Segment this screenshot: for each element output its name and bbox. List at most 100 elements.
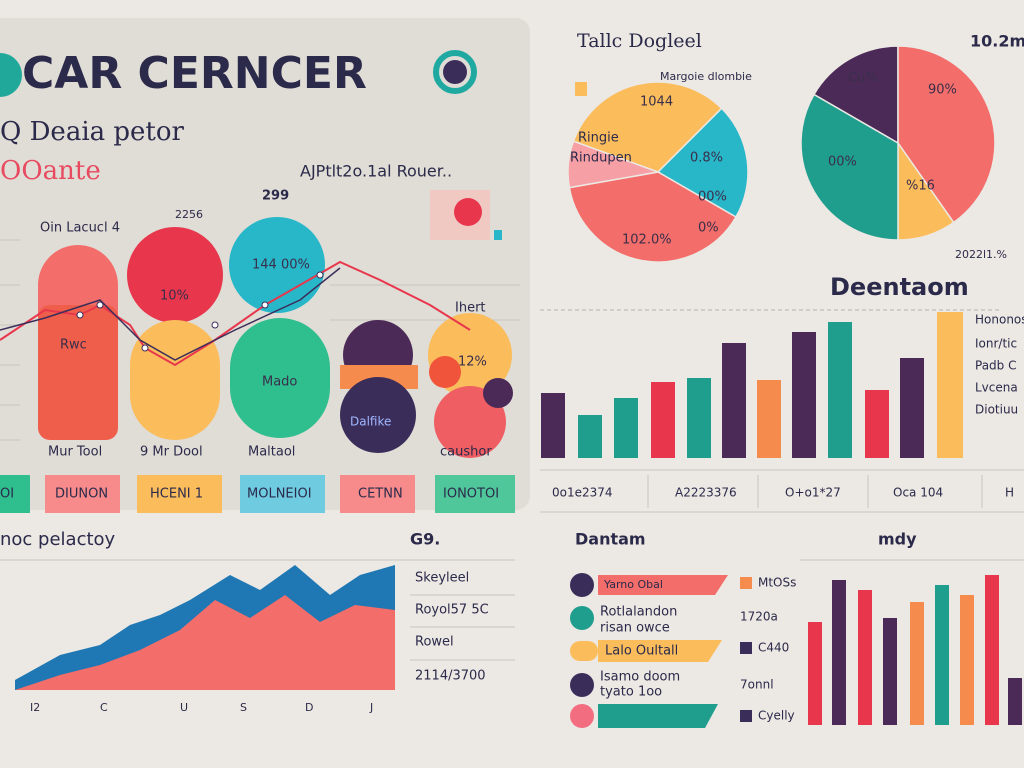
bullet: [570, 641, 598, 661]
circle: [429, 356, 461, 388]
bullet: [570, 704, 594, 728]
pie-value: 0.8%: [690, 151, 723, 166]
list-item: Rotlalandon: [600, 605, 677, 620]
bars: [541, 312, 963, 458]
tab[interactable]: 0o1e2374: [552, 486, 613, 500]
list-item: Isamo doom: [600, 670, 680, 685]
button[interactable]: [435, 475, 515, 513]
tab[interactable]: Oca 104: [893, 486, 943, 500]
pie-slice: [567, 140, 661, 189]
button[interactable]: [0, 475, 30, 513]
side-label: Hononos: [975, 313, 1024, 327]
tab[interactable]: A2223376: [675, 486, 737, 500]
pie-slice: [656, 107, 749, 219]
button-label[interactable]: IONOTOI: [443, 487, 499, 502]
pie-value: 0%: [698, 221, 719, 236]
trend-line: [0, 260, 471, 367]
area-legend: 2114/3700: [415, 669, 486, 684]
x-label: I2: [30, 701, 40, 714]
trend-points: [76, 271, 324, 352]
pie-slice: [897, 45, 996, 224]
pill-lower: [38, 305, 118, 440]
ribbon: [598, 640, 722, 662]
chip: [575, 82, 587, 96]
side-label: Ionr/tic: [975, 337, 1017, 351]
side-label: Lvcena: [975, 381, 1018, 395]
button-label[interactable]: HCENI 1: [150, 487, 203, 502]
footnote: 2022l1.%: [955, 248, 1007, 261]
pie-value: 90%: [928, 83, 957, 98]
ring-core: [443, 60, 467, 84]
side-label: Padb C: [975, 359, 1016, 373]
button-label[interactable]: MOLNEIOI: [247, 487, 312, 502]
pie-slice: [572, 81, 723, 173]
x-label: S: [240, 701, 247, 714]
shape-label: Mado: [262, 375, 297, 390]
item-label: 9 Mr Dool: [140, 445, 203, 460]
tab[interactable]: O+o1*27: [785, 486, 841, 500]
legend-label: 1720a: [740, 610, 778, 624]
list-item: tyato 1oo: [600, 685, 662, 700]
pie: [567, 81, 749, 263]
corner: 10.2m: [970, 32, 1024, 51]
small-value: 2256: [175, 208, 203, 221]
pie-note: Margoie dlombie: [660, 70, 752, 83]
pie-label: Rindupen: [570, 151, 632, 166]
pie-title: Tallc Dogleel: [577, 30, 702, 52]
pie-value: 00%: [828, 155, 857, 170]
pie-value: %16: [906, 179, 935, 194]
item-label: Mur Tool: [48, 445, 102, 460]
pie-value: Cu%: [848, 71, 878, 86]
subtitle: Q Deaia petor: [0, 117, 185, 147]
list-title: Dantam: [575, 530, 646, 549]
shape-label: 144 00%: [252, 258, 310, 273]
legend-swatch: [740, 642, 752, 654]
x-label: U: [180, 701, 188, 714]
button[interactable]: [340, 475, 415, 513]
legend-label: Cyelly: [758, 709, 795, 723]
area-legend: Skeyleel: [415, 571, 469, 586]
button[interactable]: [240, 475, 325, 513]
pill: [230, 318, 330, 438]
x-label: J: [369, 701, 373, 714]
pie-slice: [568, 171, 737, 263]
button-label[interactable]: CETNN: [358, 487, 403, 502]
area-legend: Rowel: [415, 635, 454, 650]
bullet: [570, 573, 594, 597]
button[interactable]: [137, 475, 222, 513]
tab[interactable]: H: [1005, 486, 1014, 500]
photo-chip: [494, 230, 502, 240]
button[interactable]: [45, 475, 120, 513]
tab-lines: [540, 469, 1024, 513]
legend-swatch: [740, 710, 752, 722]
pill: [130, 320, 220, 440]
list-item: Lalo Oultall: [605, 644, 678, 659]
button-label[interactable]: OI: [0, 487, 14, 502]
shape-label: 12%: [458, 355, 487, 370]
pie-value: 1044: [640, 95, 673, 110]
figure: 299: [262, 189, 289, 204]
list-title: mdy: [878, 530, 917, 549]
legend-label: 7onnl: [740, 678, 774, 692]
area-title: noc pelactoy: [0, 529, 116, 550]
side-label: Diotiuu: [975, 403, 1018, 417]
shape-label: Dalfike: [350, 415, 391, 429]
tag: OOante: [0, 156, 101, 186]
list-item: Yarno Obal: [603, 578, 663, 591]
pie-label: Ringie: [578, 131, 619, 146]
legend-label: MtOSs: [758, 576, 796, 590]
x-label: D: [305, 701, 313, 714]
circle: [127, 227, 223, 323]
buttons: [0, 475, 515, 513]
shape-label: Ihert: [455, 301, 486, 316]
button-label[interactable]: DIUNON: [55, 487, 108, 502]
logo-dot: [0, 53, 22, 97]
pie: [800, 45, 996, 241]
ribbon: [598, 704, 718, 728]
bullet: [570, 673, 594, 697]
area-figure: G9.: [410, 530, 440, 549]
bar-title: Deentaom: [830, 273, 969, 301]
legend-label: C440: [758, 641, 789, 655]
mini-bars: [808, 575, 1022, 725]
